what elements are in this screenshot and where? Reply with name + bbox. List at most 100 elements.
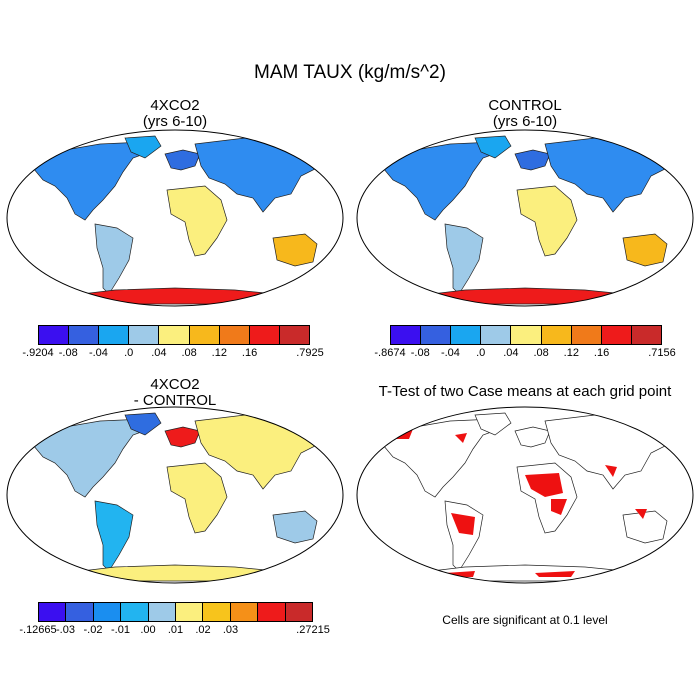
significant-cells — [525, 473, 563, 497]
map-frame — [356, 129, 694, 307]
map-frame — [6, 406, 344, 584]
colorbar-tick-label: .04 — [503, 347, 519, 359]
colorbar-swatch — [421, 326, 452, 344]
colorbar-tick-label: -.9204 — [22, 347, 54, 359]
continent-antarctica — [64, 287, 296, 305]
colorbar-swatch — [148, 603, 177, 621]
colorbar-swatch — [258, 603, 286, 621]
continent-europe — [164, 149, 201, 171]
map-4xco2 — [6, 129, 344, 307]
continent-africa — [166, 462, 228, 534]
colorbar-4xco2-labels: -.9204 -.08 -.04 .0 .04 .08 .12 .16 .7925 — [22, 347, 323, 361]
continent-greenland — [124, 412, 162, 436]
colorbar-tick-label: .0 — [476, 347, 486, 359]
continent-greenland — [124, 135, 162, 159]
colorbar-tick-label: -.08 — [410, 347, 430, 359]
colorbar-tick-label: .7925 — [296, 347, 324, 359]
colorbar-swatch — [631, 326, 661, 344]
significant-cells — [451, 513, 475, 535]
continent-northAmerica — [32, 141, 156, 221]
colorbar-tick-label: .12 — [563, 347, 579, 359]
colorbar-swatch — [121, 603, 149, 621]
colorbar-tick-label: .00 — [140, 624, 156, 636]
panel-title-line2: (yrs 6-10) — [492, 113, 558, 130]
panel-title-line2: (yrs 6-10) — [142, 113, 208, 130]
colorbar-tick-label: .03 — [222, 624, 239, 636]
continent-europe — [514, 426, 551, 448]
continent-southAmerica — [444, 500, 484, 572]
continent-southAmerica — [94, 223, 134, 295]
continent-antarctica — [414, 287, 646, 305]
colorbar-tick-label: .02 — [195, 624, 211, 636]
colorbar-tick-label: .16 — [593, 347, 610, 359]
continent-greenland — [474, 412, 512, 436]
continent-europe — [514, 149, 551, 171]
continent-australia — [622, 233, 668, 267]
colorbar-tick-label: -.01 — [111, 624, 130, 636]
colorbar-swatch — [93, 603, 122, 621]
colorbar-difference — [38, 602, 313, 622]
colorbar-swatch — [39, 326, 70, 344]
colorbar-swatch — [279, 326, 309, 344]
continent-africa — [166, 185, 228, 257]
significance-note: Cells are significant at 0.1 level — [442, 613, 608, 627]
significant-cells — [551, 499, 567, 515]
continent-australia — [272, 233, 318, 267]
colorbar-tick-label: .08 — [533, 347, 549, 359]
colorbar-swatch — [69, 326, 100, 344]
colorbar-swatch — [230, 603, 259, 621]
continent-europe — [164, 426, 201, 448]
map-frame — [6, 129, 344, 307]
colorbar-swatch — [66, 603, 94, 621]
panel-title-bottom-left: 4XCO2 - CONTROL — [35, 377, 315, 409]
colorbar-swatch — [159, 326, 190, 344]
panel-title-line1: 4XCO2 — [150, 97, 200, 114]
colorbar-swatch — [451, 326, 482, 344]
colorbar-tick-label: -.8674 — [374, 347, 406, 359]
colorbar-swatch — [189, 326, 220, 344]
map-difference — [6, 406, 344, 584]
continent-northAmerica — [382, 141, 506, 221]
panel-title-top-right: CONTROL (yrs 6-10) — [385, 98, 665, 130]
continent-africa — [516, 185, 578, 257]
significant-cells — [605, 465, 617, 477]
colorbar-tick-label: .27215 — [296, 624, 330, 636]
map-ttest — [356, 406, 694, 584]
continent-northAmerica — [32, 418, 156, 498]
colorbar-tick-label: -.04 — [440, 347, 460, 359]
colorbar-control — [390, 325, 662, 345]
panel-title-line1: 4XCO2 — [150, 376, 200, 393]
continent-australia — [272, 510, 318, 544]
colorbar-swatch — [481, 326, 512, 344]
colorbar-swatch — [219, 326, 250, 344]
continent-greenland — [474, 135, 512, 159]
map-frame — [356, 406, 694, 584]
colorbar-swatch — [571, 326, 602, 344]
colorbar-tick-label: .08 — [181, 347, 197, 359]
colorbar-swatch — [541, 326, 572, 344]
panel-title-line2: - CONTROL — [133, 392, 217, 409]
significant-cells — [635, 509, 647, 519]
colorbar-swatch — [176, 603, 204, 621]
colorbar-tick-label: .0 — [124, 347, 134, 359]
continent-southAmerica — [94, 500, 134, 572]
panel-title-line1: CONTROL — [488, 97, 562, 114]
colorbar-swatch — [249, 326, 280, 344]
colorbar-tick-label: -.04 — [88, 347, 108, 359]
colorbar-swatch — [285, 603, 313, 621]
colorbar-tick-label: -.08 — [58, 347, 78, 359]
figure-title: MAM TAUX (kg/m/s^2) — [254, 62, 446, 83]
colorbar-swatch — [203, 603, 231, 621]
continent-northAmerica — [382, 418, 506, 498]
colorbar-swatch — [99, 326, 130, 344]
continent-africa — [516, 462, 578, 534]
colorbar-swatch — [601, 326, 632, 344]
colorbar-tick-label: -.12665 — [19, 624, 57, 636]
colorbar-swatch — [39, 603, 67, 621]
map-control — [356, 129, 694, 307]
colorbar-swatch — [511, 326, 542, 344]
significant-cells — [455, 433, 467, 443]
colorbar-swatch — [391, 326, 422, 344]
colorbar-difference-labels: -.12665 -.03 -.02 -.01 .00 .01 .02 .03 .27215 — [19, 624, 329, 638]
colorbar-tick-label: -.02 — [83, 624, 103, 636]
